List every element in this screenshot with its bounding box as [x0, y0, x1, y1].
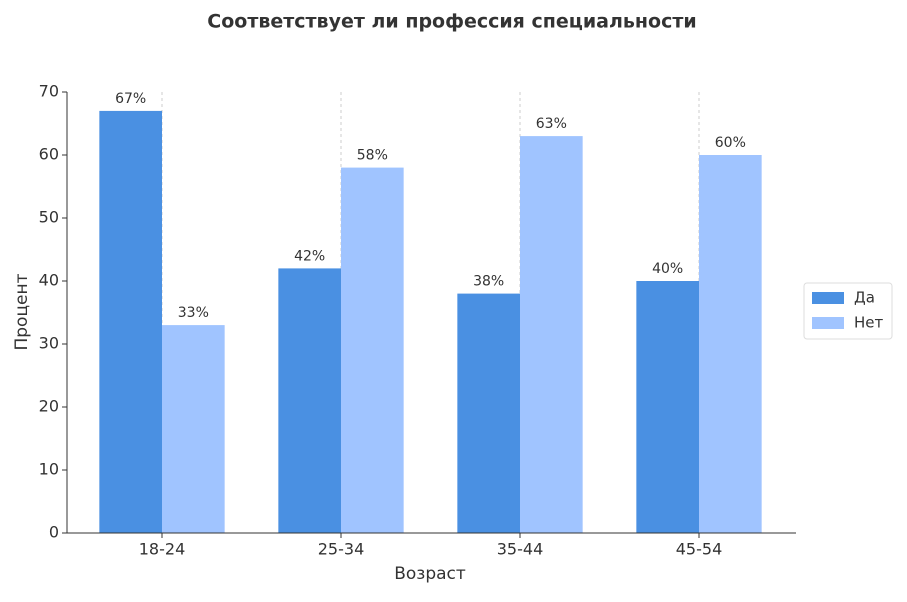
value-label: 40%: [652, 261, 683, 277]
value-label: 67%: [115, 91, 146, 107]
x-axis-label: Возраст: [394, 564, 466, 584]
value-label: 33%: [178, 305, 209, 321]
chart-title: Соответствует ли профессия специальности: [207, 11, 696, 33]
y-tick-label: 70: [39, 82, 59, 101]
y-tick-label: 10: [39, 460, 59, 479]
bar: [520, 136, 583, 533]
legend-label: Нет: [854, 314, 884, 332]
legend-label: Да: [854, 289, 875, 307]
bar: [699, 155, 762, 533]
legend-swatch: [812, 292, 844, 304]
bar: [636, 281, 699, 533]
value-label: 38%: [473, 274, 504, 290]
y-tick-label: 60: [39, 145, 59, 164]
legend-swatch: [812, 317, 844, 329]
value-label: 42%: [294, 248, 325, 264]
y-tick-label: 50: [39, 208, 59, 227]
value-label: 63%: [536, 116, 567, 132]
bar: [278, 268, 341, 533]
bar: [457, 293, 520, 533]
y-tick-label: 30: [39, 334, 59, 353]
y-tick-label: 0: [49, 523, 59, 542]
value-label: 58%: [357, 148, 388, 164]
bar: [162, 325, 225, 533]
x-tick-label: 18-24: [139, 540, 186, 559]
x-tick-label: 45-54: [676, 540, 723, 559]
bar: [99, 110, 162, 534]
y-axis-label: Процент: [12, 273, 32, 350]
bar: [341, 167, 404, 533]
y-tick-label: 40: [39, 271, 59, 290]
x-tick-label: 25-34: [318, 540, 365, 559]
y-tick-label: 20: [39, 397, 59, 416]
x-tick-label: 35-44: [497, 540, 544, 559]
value-label: 60%: [715, 135, 746, 151]
